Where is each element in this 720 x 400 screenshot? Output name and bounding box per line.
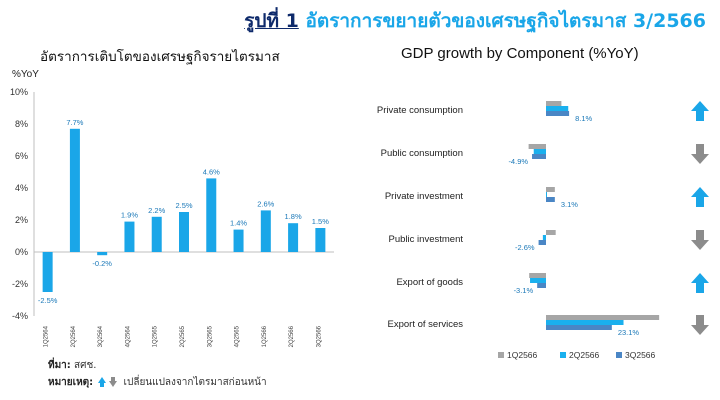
bar-3Q2566 <box>546 197 555 202</box>
data-label: 1.9% <box>121 211 138 220</box>
data-label: -0.2% <box>92 259 112 268</box>
bar-2Q2566 <box>288 223 299 252</box>
category-label: Private investment <box>385 191 464 202</box>
bar-2Q2564 <box>69 128 80 252</box>
x-tick-label: 2Q2565 <box>180 325 186 347</box>
bar-1Q2565 <box>151 216 162 252</box>
bar-1Q2566 <box>546 230 556 235</box>
bar-3Q2566 <box>538 240 546 245</box>
bar-3Q2566 <box>546 325 612 330</box>
legend-swatch <box>616 352 622 358</box>
legend-swatch <box>560 352 566 358</box>
category-label: Export of services <box>388 319 464 330</box>
bar-2Q2566 <box>530 278 546 283</box>
bar-2Q2566 <box>533 149 546 154</box>
data-label: 2.6% <box>257 199 274 208</box>
data-label: 1.8% <box>285 212 302 221</box>
bar-1Q2564 <box>42 252 53 292</box>
bar-2Q2566 <box>542 235 546 240</box>
bar-4Q2565 <box>233 229 244 252</box>
arrow-up-icon <box>691 187 709 207</box>
data-label: 2.2% <box>148 206 165 215</box>
y-tick-label: 8% <box>15 119 28 129</box>
footer-note: หมายเหตุ: เปลี่ยนแปลงจากไตรมาสก่อนหน้า <box>48 375 267 390</box>
source-label: ที่มา: <box>48 360 71 371</box>
data-label: 2.5% <box>175 201 192 210</box>
bar-1Q2566 <box>528 144 546 149</box>
data-label: 4.6% <box>203 167 220 176</box>
right-chart-title: GDP growth by Component (%YoY) <box>401 45 639 62</box>
arrow-down-icon <box>691 144 709 164</box>
arrow-up-icon <box>691 101 709 121</box>
y-tick-label: 6% <box>15 151 28 161</box>
bar-2Q2566 <box>546 106 569 111</box>
y-tick-label: 10% <box>10 87 28 97</box>
category-label: Public consumption <box>381 148 463 159</box>
data-label: -2.5% <box>38 296 58 305</box>
x-tick-label: 3Q2565 <box>207 325 213 347</box>
data-label: 23.1% <box>618 328 640 337</box>
bar-3Q2566 <box>315 228 326 252</box>
bar-1Q2566 <box>546 101 562 106</box>
arrow-down-icon <box>691 230 709 250</box>
up-down-arrows-icon <box>98 377 118 387</box>
data-label: 3.1% <box>561 200 578 209</box>
x-tick-label: 4Q2564 <box>125 325 131 347</box>
data-label: -4.9% <box>508 157 528 166</box>
bar-1Q2566 <box>529 273 546 278</box>
note-value: เปลี่ยนแปลงจากไตรมาสก่อนหน้า <box>123 377 267 388</box>
y-axis-label: %YoY <box>12 69 39 80</box>
y-tick-label: 4% <box>15 183 28 193</box>
note-label: หมายเหตุ: <box>48 377 94 388</box>
category-label: Private consumption <box>377 105 463 116</box>
data-label: 8.1% <box>575 114 592 123</box>
y-tick-label: 2% <box>15 215 28 225</box>
arrow-up-icon <box>691 273 709 293</box>
x-tick-label: 1Q2566 <box>262 325 268 347</box>
data-label: 7.7% <box>66 118 83 127</box>
bar-4Q2564 <box>124 221 135 252</box>
y-tick-label: -4% <box>12 311 28 321</box>
data-label: 1.5% <box>312 217 329 226</box>
page-title-prefix: รูปที่ 1 <box>244 10 299 32</box>
x-tick-label: 1Q2564 <box>44 325 50 347</box>
legend-entry: 1Q2566 <box>507 350 538 360</box>
bar-1Q2566 <box>260 210 271 252</box>
bar-1Q2566 <box>546 315 660 320</box>
footer-source: ที่มา: สศช. <box>48 358 96 373</box>
legend-entry: 2Q2566 <box>569 350 600 360</box>
bar-3Q2566 <box>537 283 546 288</box>
bar-3Q2566 <box>532 154 546 159</box>
y-tick-label: -2% <box>12 279 28 289</box>
bar-3Q2564 <box>97 252 108 256</box>
x-tick-label: 2Q2566 <box>289 325 295 347</box>
page-title-main: อัตราการขยายตัวของเศรษฐกิจไตรมาส 3/2566 <box>305 10 706 32</box>
x-tick-label: 1Q2565 <box>153 325 159 347</box>
x-tick-label: 3Q2566 <box>316 325 322 347</box>
x-tick-label: 3Q2564 <box>98 325 104 347</box>
data-label: -3.1% <box>514 286 534 295</box>
bar-2Q2566 <box>546 320 624 325</box>
x-tick-label: 4Q2565 <box>235 325 241 347</box>
bar-3Q2565 <box>206 178 217 252</box>
category-label: Public investment <box>389 234 464 245</box>
data-label: -2.6% <box>515 243 535 252</box>
bar-2Q2565 <box>179 212 189 252</box>
legend-entry: 3Q2566 <box>625 350 656 360</box>
category-label: Export of goods <box>396 277 463 288</box>
x-tick-label: 2Q2564 <box>71 325 77 347</box>
legend-swatch <box>498 352 504 358</box>
bar-1Q2566 <box>546 187 555 192</box>
page-title: รูปที่ 1 อัตราการขยายตัวของเศรษฐกิจไตรมา… <box>244 6 706 36</box>
bar-2Q2566 <box>546 192 547 197</box>
data-label: 1.4% <box>230 219 247 228</box>
y-tick-label: 0% <box>15 247 28 257</box>
left-chart-title: อัตราการเติบโตของเศรษฐกิจรายไตรมาส <box>40 49 280 65</box>
bar-3Q2566 <box>546 111 570 116</box>
arrow-down-icon <box>691 315 709 335</box>
source-value: สศช. <box>74 360 97 371</box>
